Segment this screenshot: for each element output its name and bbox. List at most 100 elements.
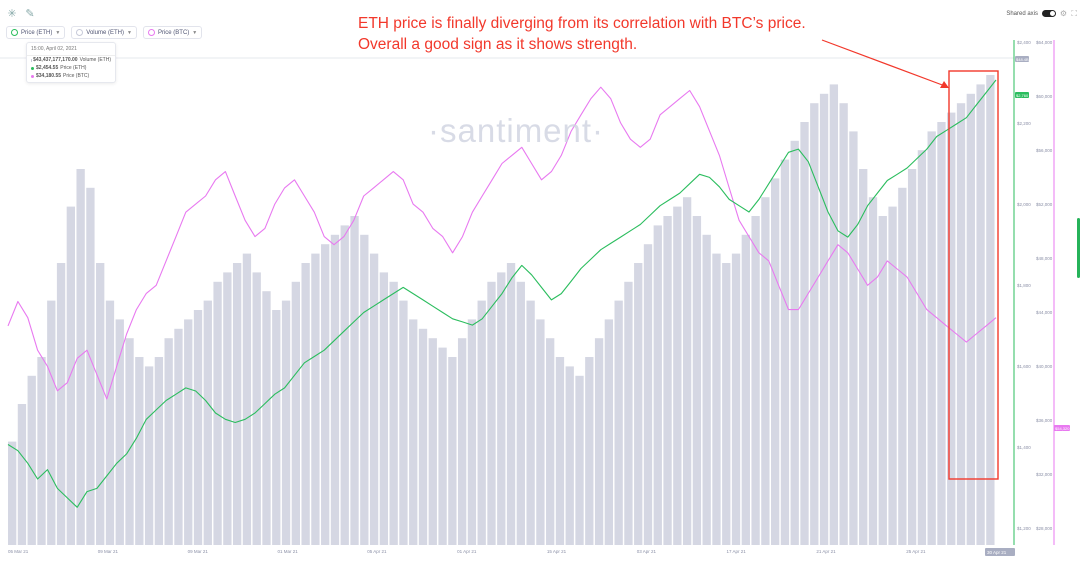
volume-bar — [154, 357, 164, 545]
volume-bar — [340, 225, 349, 545]
pencil-icon[interactable]: ✎ — [25, 8, 35, 20]
shared-axis-control: Shared axis — [1006, 10, 1056, 17]
volume-bar — [937, 122, 946, 545]
shared-axis-label: Shared axis — [1006, 10, 1038, 17]
volume-bar — [369, 253, 379, 545]
x-tick-label: 09 Mar 21 — [188, 549, 209, 554]
chevron-down-icon: ▼ — [126, 29, 132, 36]
volume-bar — [536, 319, 545, 545]
tooltip-row-volume: $43,437,177,170.00 Volume (ETH) — [27, 56, 115, 64]
volume-bar — [66, 206, 75, 545]
volume-bar — [291, 281, 300, 545]
eth-price-line — [7, 79, 997, 508]
volume-bar — [223, 272, 232, 545]
volume-bar — [47, 300, 56, 545]
volume-bar — [594, 338, 604, 545]
volume-bar — [868, 197, 878, 545]
gear-icon[interactable]: ⚙ — [1059, 9, 1067, 18]
volume-bar — [927, 131, 936, 545]
volume-bar — [976, 84, 985, 546]
volume-bar — [252, 272, 261, 545]
volume-bar — [888, 206, 897, 545]
volume-bar — [947, 112, 956, 545]
eth-price-dot-icon — [11, 29, 18, 36]
volume-bar — [389, 281, 398, 545]
volume-bar — [86, 187, 95, 546]
legend-swatch — [31, 66, 34, 70]
tooltip-value: $43,437,177,170.00 — [33, 57, 78, 63]
volume-bar — [810, 103, 819, 545]
volume-bar — [624, 281, 633, 545]
tooltip-value: $2,454.55 — [36, 65, 59, 71]
volume-bar — [565, 366, 574, 545]
x-tick-label: 03 Apr 21 — [637, 549, 657, 554]
volume-bar — [731, 253, 741, 545]
eth-axis-label: $1,400 — [1017, 445, 1031, 450]
volume-bar — [76, 169, 85, 545]
volume-bar — [262, 291, 271, 545]
volume-bar — [281, 300, 291, 545]
volume-bar — [682, 197, 692, 545]
volume-bar — [448, 357, 457, 545]
annotation-line-1: ETH price is finally diverging from its … — [358, 15, 806, 32]
legend-swatch — [31, 74, 34, 78]
x-tick-label: 09 Mar 21 — [98, 549, 119, 554]
volume-bar — [751, 216, 760, 545]
volume-bar — [497, 272, 506, 545]
eth-axis-label: $2,200 — [1017, 121, 1031, 126]
snowflake-icon[interactable]: ✳ — [7, 8, 17, 20]
volume-bar — [956, 103, 966, 545]
volume-bar — [653, 225, 662, 545]
eth-axis-label: $1,600 — [1017, 364, 1031, 369]
btc-axis-label: $36,000 — [1036, 418, 1053, 423]
volume-bar — [712, 253, 721, 545]
santiment-watermark: ·santiment· — [428, 112, 605, 149]
btc-axis-label: $48,000 — [1036, 256, 1053, 261]
x-tick-label: 21 Apr 21 — [816, 549, 836, 554]
x-tick-label: 15 Apr 21 — [547, 549, 567, 554]
btc-badge-bg — [1054, 425, 1070, 431]
volume-bar — [311, 253, 320, 545]
volume-badge-bg — [1015, 56, 1029, 62]
btc-badge-label: $54,320 — [1055, 426, 1070, 431]
eth-badge-bg — [1015, 92, 1029, 98]
scroll-handle[interactable] — [1077, 218, 1080, 278]
eth-volume-dot-icon — [76, 29, 84, 36]
volume-bar — [418, 328, 428, 545]
metric-label: Volume (ETH) — [86, 29, 124, 36]
annotation-arrow-line — [821, 39, 946, 87]
volume-bar — [780, 159, 790, 545]
volume-bar — [213, 281, 222, 545]
volume-bar — [800, 122, 809, 545]
volume-bar — [555, 357, 565, 545]
volume-bar — [272, 310, 281, 545]
volume-bar — [692, 216, 702, 545]
volume-bar — [819, 93, 829, 546]
annotation-arrowhead — [940, 81, 949, 88]
btc-axis-label: $56,000 — [1036, 148, 1053, 153]
x-tick-last-bg — [985, 548, 1015, 556]
volume-bar — [849, 131, 858, 545]
metric-chip-eth-volume[interactable]: Volume (ETH) ▼ — [71, 26, 137, 39]
volume-bar — [907, 169, 917, 545]
volume-bar — [878, 216, 887, 545]
volume-bar — [144, 366, 154, 545]
shared-axis-toggle[interactable] — [1042, 10, 1056, 17]
tooltip-date: 15:00, April 02, 2021 — [27, 43, 115, 56]
metric-chip-eth-price[interactable]: Price (ETH) ▼ — [6, 26, 66, 39]
volume-bar — [135, 357, 144, 545]
volume-bar — [702, 234, 711, 546]
annotation-text: ETH price is finally diverging from its … — [358, 13, 806, 55]
volume-bar — [487, 281, 496, 545]
volume-bar — [917, 150, 927, 545]
btc-axis-label: $28,000 — [1036, 526, 1053, 531]
volume-bar — [17, 404, 27, 545]
expand-icon[interactable]: ⛶ — [1071, 9, 1077, 18]
annotation-line-2: Overall a good sign as it shows strength… — [358, 36, 638, 53]
volume-bar — [673, 206, 682, 545]
eth-axis-label: $2,400 — [1017, 40, 1031, 45]
metric-chip-btc-price[interactable]: Price (BTC) ▼ — [142, 26, 203, 39]
volume-bar — [761, 197, 770, 545]
volume-bar — [986, 75, 995, 545]
tooltip-label: Volume (ETH) — [79, 57, 111, 63]
